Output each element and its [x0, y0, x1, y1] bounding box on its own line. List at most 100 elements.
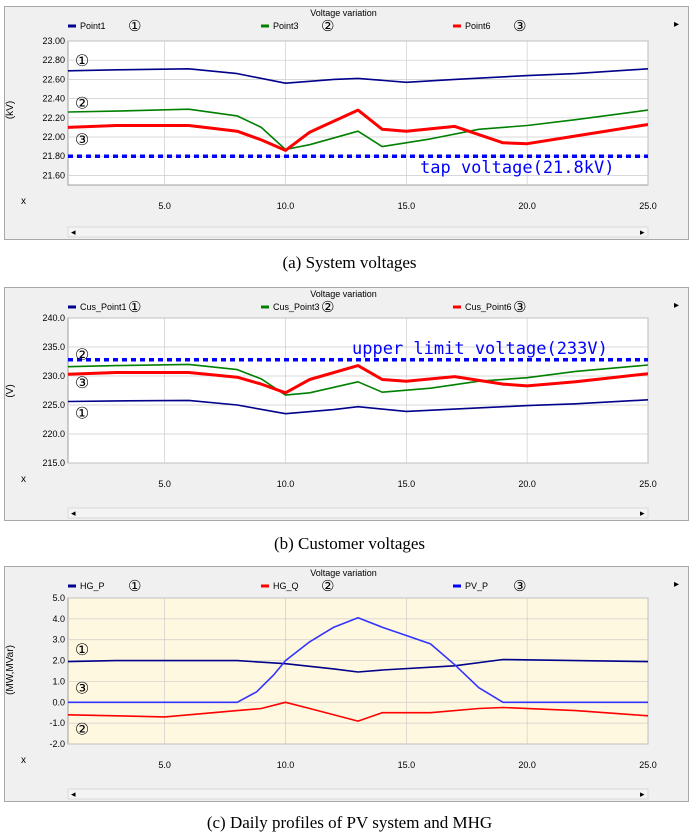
- panel-arrow-icon: ▸: [674, 300, 679, 311]
- y-tick-label: 5.0: [52, 593, 65, 603]
- series-line: [68, 616, 648, 704]
- curve-marker: ①: [75, 642, 89, 659]
- chart-svg: Voltage variation▸Cus_Point1 ① Cus_Point3 ②…: [5, 289, 679, 519]
- x-tick-label: 20.0: [518, 760, 536, 770]
- y-tick-label: 22.00: [42, 132, 65, 142]
- legend-marker: ②: [321, 299, 334, 316]
- curve-marker: ③: [75, 132, 89, 149]
- y-tick-label: 230.0: [42, 371, 65, 381]
- scroll-right-icon: ▸: [640, 508, 645, 518]
- x-tick-label: 10.0: [277, 201, 295, 211]
- y-tick-label: 22.40: [42, 94, 65, 104]
- legend-label: Cus_Point3: [273, 302, 320, 312]
- legend-item: HG_P ①: [68, 578, 141, 595]
- legend-marker: ③: [513, 299, 526, 316]
- horizontal-scrollbar[interactable]: [67, 226, 649, 238]
- y-tick-label: 23.00: [42, 36, 65, 46]
- legend-marker: ①: [128, 299, 141, 316]
- x-tick-label: 10.0: [277, 479, 295, 489]
- y-tick-label: 4.0: [52, 614, 65, 624]
- caption-b: (b) Customer voltages: [273, 534, 426, 553]
- legend-item: Cus_Point6 ③: [453, 299, 526, 316]
- legend-item: Point1 ①: [68, 18, 141, 35]
- x-tick-label: 10.0: [277, 760, 295, 770]
- legend-marker: ①: [128, 578, 141, 595]
- y-tick-label: 22.80: [42, 55, 65, 65]
- legend-label: Cus_Point1: [80, 302, 127, 312]
- curve-marker: ③: [75, 681, 89, 698]
- series-line: [67, 363, 649, 396]
- legend-marker: ③: [513, 578, 526, 595]
- legend-label: PV_P: [465, 581, 488, 591]
- x-tick-label: 15.0: [398, 760, 416, 770]
- y-tick-label: 21.60: [42, 170, 65, 180]
- x-tick-label: 25.0: [639, 479, 657, 489]
- horizontal-scrollbar[interactable]: [67, 507, 649, 519]
- curve-marker: ②: [75, 347, 89, 364]
- x-tick-label: 20.0: [518, 479, 536, 489]
- legend-label: HG_P: [80, 581, 105, 591]
- legend-label: HG_Q: [273, 581, 299, 591]
- panel-arrow-icon: ▸: [674, 19, 679, 30]
- legend-marker: ②: [321, 578, 334, 595]
- legend-label: Point1: [80, 21, 106, 31]
- x-tick-label: 20.0: [518, 201, 536, 211]
- curve-marker: ①: [75, 53, 89, 70]
- x-axis-label: x: [21, 474, 26, 485]
- x-tick-label: 25.0: [639, 760, 657, 770]
- legend-marker: ③: [513, 18, 526, 35]
- x-axis-label: x: [21, 196, 26, 207]
- y-tick-label: 235.0: [42, 342, 65, 352]
- series-line: [67, 658, 649, 673]
- y-tick-label: 2.0: [52, 656, 65, 666]
- x-tick-label: 5.0: [158, 760, 171, 770]
- y-tick-label: 240.0: [42, 313, 65, 323]
- y-tick-label: 3.0: [52, 635, 65, 645]
- reference-label: upper limit voltage(233V): [352, 339, 608, 359]
- y-tick-label: 225.0: [42, 400, 65, 410]
- curve-marker: ③: [75, 375, 89, 392]
- legend-item: Point6 ③: [453, 18, 526, 35]
- scroll-right-icon: ▸: [640, 789, 645, 799]
- y-tick-label: 0.0: [52, 697, 65, 707]
- legend-label: Point6: [465, 21, 491, 31]
- series-line: [67, 701, 649, 722]
- chart-svg: Voltage variation▸Point1 ① Point3 ② Point6 ③2…: [5, 8, 679, 238]
- x-tick-label: 5.0: [158, 479, 171, 489]
- scroll-left-icon: ◂: [71, 789, 76, 799]
- x-tick-label: 5.0: [158, 201, 171, 211]
- caption-a: (a) System voltages: [282, 253, 417, 272]
- legend-item: PV_P ③: [453, 578, 526, 595]
- legend-item: Point3 ②: [261, 18, 334, 35]
- scroll-right-icon: ▸: [640, 227, 645, 237]
- chart-title: Voltage variation: [310, 289, 377, 299]
- series-line: [67, 108, 649, 151]
- legend-marker: ①: [128, 18, 141, 35]
- chart-title: Voltage variation: [310, 8, 377, 18]
- y-tick-label: 22.60: [42, 74, 65, 84]
- scroll-left-icon: ◂: [71, 227, 76, 237]
- y-tick-label: 220.0: [42, 429, 65, 439]
- legend-marker: ②: [321, 18, 334, 35]
- y-tick-label: -2.0: [49, 739, 65, 749]
- horizontal-scrollbar[interactable]: [67, 788, 649, 800]
- x-tick-label: 15.0: [398, 479, 416, 489]
- chart-title: Voltage variation: [310, 568, 377, 578]
- y-tick-label: 1.0: [52, 676, 65, 686]
- caption-c: (c) Daily profiles of PV system and MHG: [206, 813, 493, 832]
- plot-area: [67, 597, 649, 745]
- legend-label: Cus_Point6: [465, 302, 512, 312]
- y-tick-label: 21.80: [42, 151, 65, 161]
- y-axis-label: (MW,MVar): [5, 645, 16, 695]
- pv-mhg-profile-chart: Voltage variation ▸ HG_P ① HG_Q ② PV_P ③ 5.0 4.0 3…: [4, 566, 689, 802]
- x-tick-label: 25.0: [639, 201, 657, 211]
- panel-arrow-icon: ▸: [674, 579, 679, 590]
- reference-label: tap voltage(21.8kV): [420, 158, 614, 178]
- y-tick-label: 215.0: [42, 458, 65, 468]
- series-line: [67, 67, 649, 84]
- series-line: [67, 108, 649, 152]
- customer-voltage-chart: Voltage variation ▸ Cus_Point1 ① Cus_Point3 ②…: [4, 287, 689, 521]
- chart-svg: Voltage variation ▸ HG_P ① HG_Q ② PV_P ③ 5.0 4.0 3…: [5, 568, 679, 800]
- y-tick-label: -1.0: [49, 718, 65, 728]
- y-axis-label: (V): [5, 384, 16, 397]
